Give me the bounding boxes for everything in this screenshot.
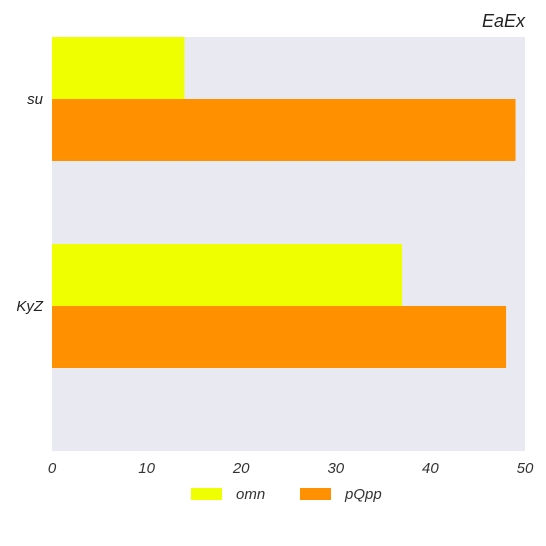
bar-omn-KyZ xyxy=(52,244,403,306)
x-axis-ticks: 0 10 20 30 40 50 xyxy=(48,460,534,477)
legend-swatch xyxy=(300,488,331,500)
x-tick-label: 50 xyxy=(517,460,534,477)
legend-label: pQpp xyxy=(344,486,382,503)
legend: omn pQpp xyxy=(191,486,382,503)
legend-swatch xyxy=(191,488,222,500)
x-tick-label: 10 xyxy=(138,460,155,477)
category-label: su xyxy=(27,91,44,108)
x-tick-label: 0 xyxy=(48,460,57,477)
bar-omn-su xyxy=(52,37,185,99)
x-tick-label: 20 xyxy=(232,460,250,477)
legend-item-pQpp: pQpp xyxy=(300,486,382,503)
x-tick-label: 40 xyxy=(422,460,439,477)
chart-title: EaEx xyxy=(482,11,526,31)
x-tick-label: 30 xyxy=(327,460,344,477)
bar-pQpp-su xyxy=(52,99,516,161)
category-labels: su KyZ xyxy=(16,91,44,315)
category-label: KyZ xyxy=(16,298,44,315)
legend-label: omn xyxy=(236,486,265,503)
bar-pQpp-KyZ xyxy=(52,306,507,368)
bars-group xyxy=(52,37,516,368)
legend-item-omn: omn xyxy=(191,486,265,503)
